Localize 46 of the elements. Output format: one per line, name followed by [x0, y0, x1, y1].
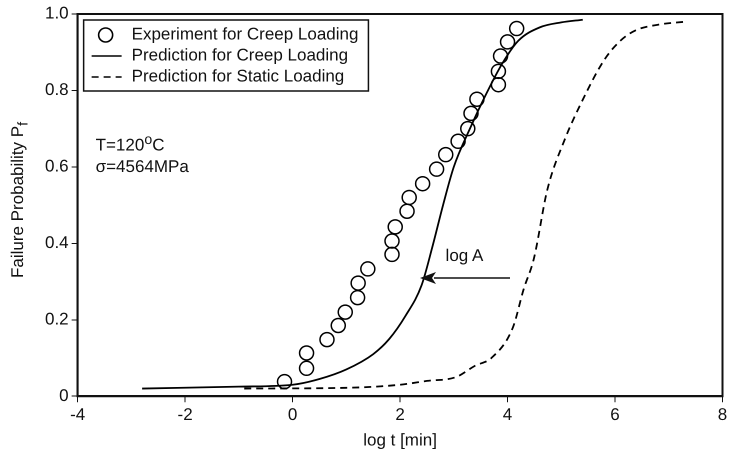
point [276, 374, 292, 390]
point [490, 64, 506, 80]
x-tick-label: 0 [288, 405, 298, 424]
point [450, 134, 466, 150]
y-tick-label: 0 [59, 386, 69, 405]
y-tick-label: 0.4 [44, 233, 69, 252]
legend-label: Prediction for Static Loading [132, 66, 344, 86]
point [428, 161, 444, 177]
point [360, 261, 376, 277]
annotation: σ=4564MPa [96, 157, 189, 177]
x-tick-label: -4 [70, 405, 86, 424]
point [298, 360, 314, 376]
point [492, 48, 508, 64]
point [463, 106, 479, 122]
point [387, 219, 403, 235]
x-axis-title: log t [min] [363, 430, 437, 450]
point [338, 304, 354, 320]
y-tick-label: 0.8 [44, 80, 69, 100]
y-tick-label: 0.6 [44, 156, 69, 176]
point [384, 233, 400, 249]
point [298, 345, 314, 361]
point [414, 176, 430, 192]
y-tick-label: 0.2 [44, 309, 69, 328]
x-tick-label: 8 [718, 405, 728, 424]
point [350, 290, 366, 306]
point [319, 332, 335, 348]
point [508, 20, 524, 36]
x-tick-label: 6 [610, 405, 620, 424]
point [384, 246, 400, 262]
legend-label: Experiment for Creep Loading [132, 24, 358, 44]
point [399, 203, 415, 219]
point [330, 318, 346, 334]
point [350, 275, 366, 291]
point [438, 146, 454, 162]
legend-label: Prediction for Creep Loading [132, 46, 348, 65]
x-tick-label: 2 [395, 405, 405, 424]
point [401, 190, 417, 206]
annotation: log A [446, 246, 484, 266]
y-tick-label: 1.0 [44, 4, 69, 23]
x-tick-label: 4 [502, 405, 512, 424]
point [460, 120, 476, 136]
point [500, 34, 516, 50]
annotation: T=120$^{o}$C [96, 132, 164, 156]
point [490, 76, 506, 92]
point [469, 91, 485, 107]
x-tick-label: -2 [178, 405, 193, 424]
